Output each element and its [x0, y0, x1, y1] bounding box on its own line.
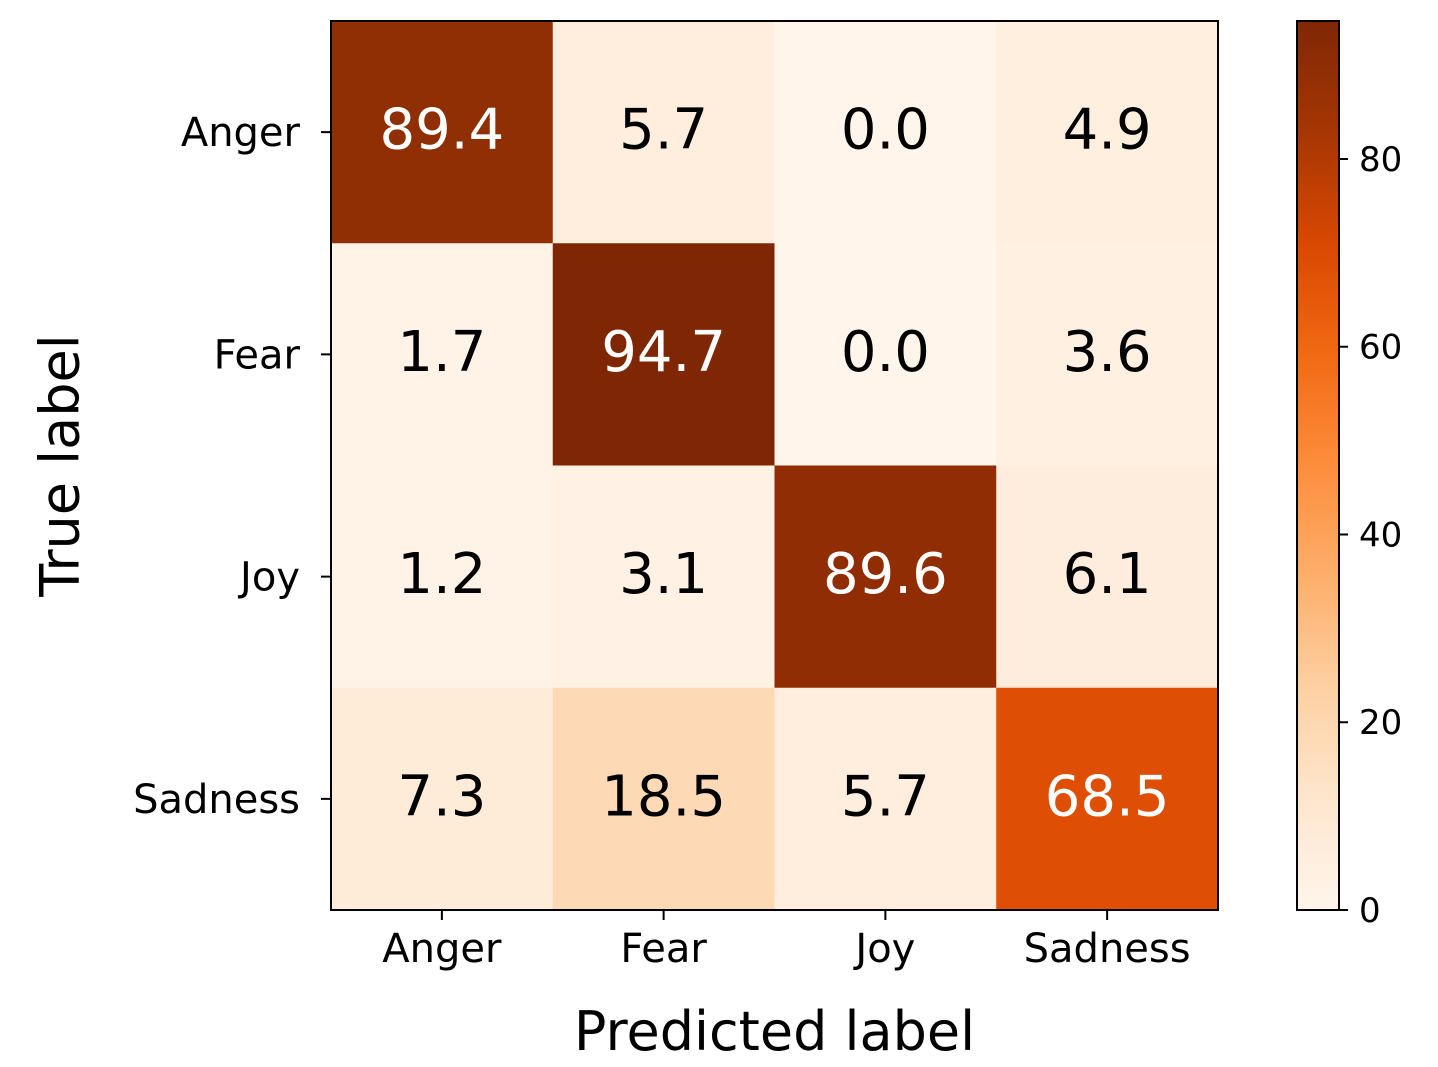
heatmap-value-label: 89.4 — [380, 98, 505, 163]
colorbar-tick-label: 60 — [1359, 328, 1402, 368]
heatmap-value-label: 0.0 — [841, 98, 930, 163]
heatmap-cell — [331, 687, 554, 911]
heatmap-value-label: 3.6 — [1063, 320, 1152, 385]
y-tick-label: Sadness — [133, 777, 300, 823]
heatmap-cells — [331, 21, 1219, 911]
heatmap-cell — [331, 243, 554, 466]
x-axis-ticks: Anger Fear Joy Sadness — [382, 910, 1191, 972]
heatmap-cell — [774, 21, 997, 244]
heatmap-value-label: 1.2 — [397, 542, 486, 607]
heatmap-value-label: 94.7 — [601, 320, 726, 385]
y-axis-ticks: Anger Fear Joy Sadness — [133, 110, 331, 823]
heatmap-cell — [996, 687, 1219, 911]
heatmap-cell — [774, 243, 997, 466]
heatmap-value-label: 18.5 — [601, 764, 726, 829]
heatmap-cell — [552, 465, 775, 689]
y-tick-label: Anger — [181, 110, 301, 156]
x-axis-title: Predicted label — [574, 1000, 975, 1063]
heatmap-value-label: 0.0 — [841, 320, 930, 385]
x-tick-label: Anger — [382, 926, 502, 972]
heatmap-cell — [774, 465, 997, 689]
heatmap-value-label: 1.7 — [397, 320, 486, 385]
heatmap-value-label: 7.3 — [397, 764, 486, 829]
y-tick-label: Joy — [237, 555, 300, 601]
heatmap-value-label: 5.7 — [619, 98, 708, 163]
heatmap-value-label: 4.9 — [1063, 98, 1152, 163]
heatmap-cell — [774, 687, 997, 911]
x-tick-label: Sadness — [1024, 926, 1191, 972]
heatmap-cell — [996, 465, 1219, 689]
heatmap-value-label: 3.1 — [619, 542, 708, 607]
plot-frame — [330, 20, 1219, 911]
heatmap-cell — [552, 687, 775, 911]
x-tick-label: Joy — [852, 926, 915, 972]
heatmap-value-labels: 89.4 5.7 0.0 4.9 1.7 94.7 0.0 3.6 1.2 3.1 89.6 6.1 7… — [380, 98, 1170, 830]
y-axis-title: True label — [29, 334, 92, 597]
heatmap-value-label: 6.1 — [1063, 542, 1152, 607]
colorbar — [1296, 20, 1340, 911]
colorbar-tick-label: 20 — [1359, 703, 1402, 743]
colorbar-ticks: 0 20 40 60 80 — [1339, 140, 1402, 931]
heatmap-cell — [996, 243, 1219, 466]
heatmap-cell — [331, 465, 554, 689]
colorbar-tick-label: 40 — [1359, 515, 1402, 555]
heatmap-value-label: 89.6 — [823, 542, 948, 607]
heatmap-value-label: 5.7 — [841, 764, 930, 829]
heatmap-cell — [996, 21, 1219, 244]
colorbar-tick-label: 80 — [1359, 140, 1402, 180]
heatmap-cell — [331, 21, 554, 244]
colorbar-tick-label: 0 — [1359, 891, 1381, 931]
x-tick-label: Fear — [620, 926, 707, 972]
heatmap-value-label: 68.5 — [1045, 764, 1170, 829]
heatmap-cell — [552, 243, 775, 466]
y-tick-label: Fear — [214, 332, 301, 378]
heatmap-cell — [552, 21, 775, 244]
